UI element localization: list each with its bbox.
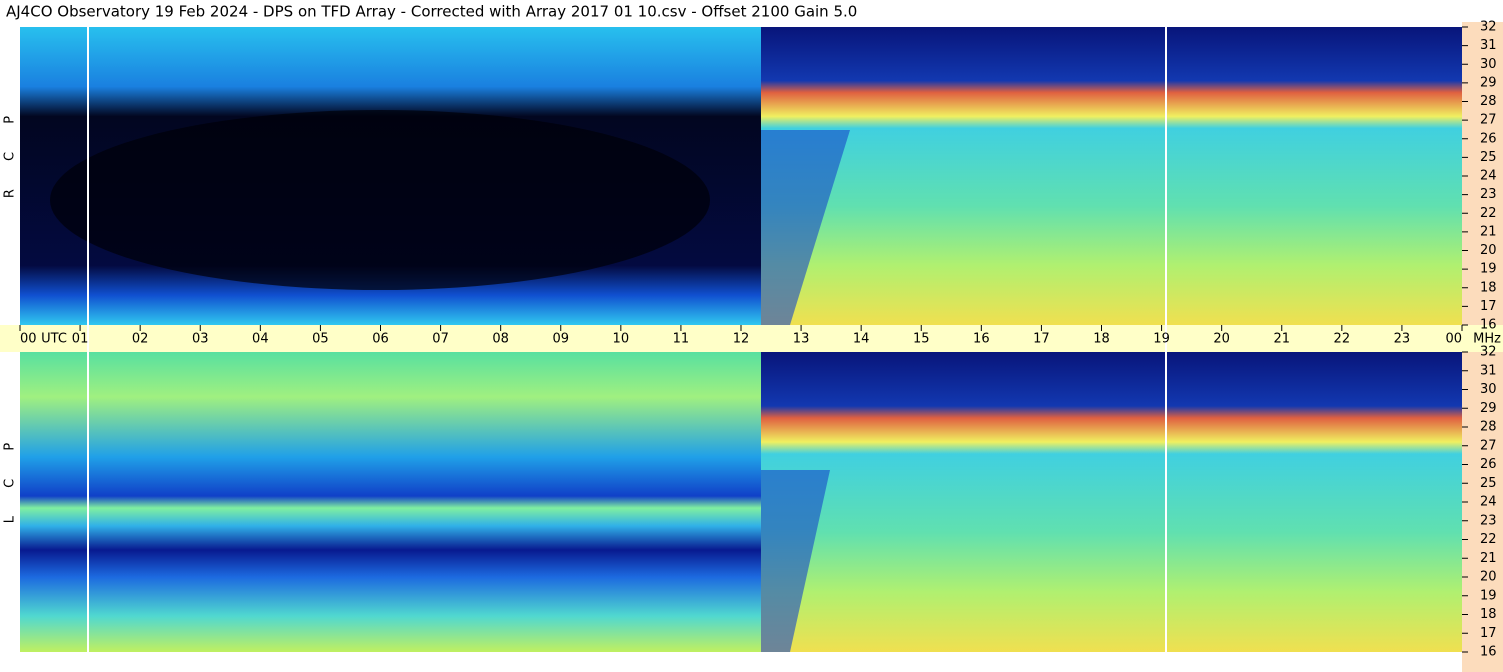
unit-label: MHz bbox=[1473, 332, 1501, 347]
x-tick-label: 06 bbox=[372, 332, 389, 347]
spectrogram-lcp-night bbox=[20, 352, 761, 652]
y-tick-label: 29 bbox=[1480, 75, 1497, 90]
y-tick-label: 28 bbox=[1480, 94, 1497, 109]
x-tick-label: 19 bbox=[1153, 332, 1170, 347]
y-tick-label: 27 bbox=[1480, 438, 1497, 453]
y-tick-label: 22 bbox=[1480, 206, 1497, 221]
y-tick-label: 18 bbox=[1480, 280, 1497, 295]
y-tick-label: 22 bbox=[1480, 532, 1497, 547]
time-strip bbox=[0, 325, 1503, 352]
x-tick-label: 13 bbox=[793, 332, 810, 347]
x-axis-label: UTC bbox=[41, 332, 67, 347]
y-tick-label: 21 bbox=[1480, 551, 1497, 566]
y-tick-label: 28 bbox=[1480, 420, 1497, 435]
x-tick-label: 05 bbox=[312, 332, 329, 347]
x-tick-label: 20 bbox=[1213, 332, 1230, 347]
y-tick-label: 20 bbox=[1480, 243, 1497, 258]
y-tick-label: 20 bbox=[1480, 570, 1497, 585]
x-tick-label: 18 bbox=[1093, 332, 1110, 347]
y-tick-label: 24 bbox=[1480, 495, 1497, 510]
y-tick-label: 31 bbox=[1480, 363, 1497, 378]
y-tick-label: 26 bbox=[1480, 131, 1497, 146]
x-tick-label: 11 bbox=[673, 332, 690, 347]
x-tick-label: 02 bbox=[132, 332, 149, 347]
x-tick-label: 17 bbox=[1033, 332, 1050, 347]
x-tick-label: 15 bbox=[913, 332, 930, 347]
y-tick-label: 16 bbox=[1480, 318, 1497, 333]
title: AJ4CO Observatory 19 Feb 2024 - DPS on T… bbox=[6, 3, 857, 21]
y-tick-label: 19 bbox=[1480, 262, 1497, 277]
y-tick-label: 31 bbox=[1480, 38, 1497, 53]
x-tick-label: 03 bbox=[192, 332, 209, 347]
x-tick-label: 01 bbox=[72, 332, 89, 347]
x-tick-label: 12 bbox=[733, 332, 750, 347]
x-tick-label: 08 bbox=[492, 332, 509, 347]
y-tick-label: 29 bbox=[1480, 401, 1497, 416]
x-tick-label: 10 bbox=[613, 332, 630, 347]
x-tick-label: 00 bbox=[1445, 332, 1462, 347]
y-tick-label: 18 bbox=[1480, 607, 1497, 622]
spectrogram-lcp-edge bbox=[761, 470, 830, 652]
y-tick-label: 25 bbox=[1480, 150, 1497, 165]
y-tick-label: 21 bbox=[1480, 224, 1497, 239]
x-tick-label: 22 bbox=[1334, 332, 1351, 347]
panel-label: L C P bbox=[3, 431, 18, 523]
x-tick-label: 16 bbox=[973, 332, 990, 347]
spectrogram-rcp-day bbox=[761, 27, 1462, 325]
panel-label: R C P bbox=[3, 104, 18, 198]
x-tick-label: 14 bbox=[853, 332, 870, 347]
y-tick-label: 24 bbox=[1480, 169, 1497, 184]
y-tick-label: 23 bbox=[1480, 513, 1497, 528]
y-tick-label: 32 bbox=[1480, 20, 1497, 35]
spectrogram-lcp-day bbox=[761, 352, 1462, 652]
y-tick-label: 17 bbox=[1480, 626, 1497, 641]
y-tick-label: 17 bbox=[1480, 299, 1497, 314]
y-tick-label: 26 bbox=[1480, 457, 1497, 472]
y-tick-label: 16 bbox=[1480, 645, 1497, 660]
spectrogram-rcp-shadow bbox=[50, 110, 710, 290]
y-tick-label: 23 bbox=[1480, 187, 1497, 202]
spectrogram-rcp-edge bbox=[761, 130, 850, 325]
x-tick-label: 21 bbox=[1273, 332, 1290, 347]
x-tick-label: 04 bbox=[252, 332, 269, 347]
x-tick-label: 09 bbox=[552, 332, 569, 347]
x-tick-label: 23 bbox=[1394, 332, 1411, 347]
x-tick-label: 00 bbox=[20, 332, 37, 347]
y-tick-label: 32 bbox=[1480, 345, 1497, 360]
y-tick-label: 27 bbox=[1480, 113, 1497, 128]
x-tick-label: 07 bbox=[432, 332, 449, 347]
y-tick-label: 30 bbox=[1480, 382, 1497, 397]
y-tick-label: 19 bbox=[1480, 588, 1497, 603]
y-tick-label: 25 bbox=[1480, 476, 1497, 491]
y-tick-label: 30 bbox=[1480, 57, 1497, 72]
